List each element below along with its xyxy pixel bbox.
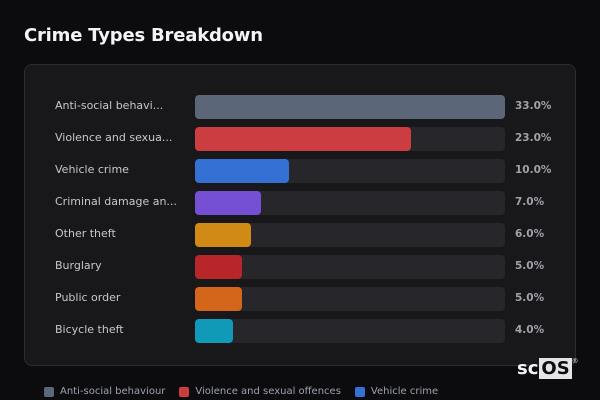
bar-row: Criminal damage an... 7.0% (25, 191, 575, 215)
bar-value: 7.0% (515, 196, 545, 208)
bar-value: 10.0% (515, 164, 552, 176)
bar-label: Burglary (55, 259, 102, 272)
registered-mark-icon: ® (571, 356, 579, 365)
logo-prefix: sc (517, 358, 539, 379)
bar-track (195, 223, 505, 247)
bar-track (195, 255, 505, 279)
bar-row: Vehicle crime 10.0% (25, 159, 575, 183)
bar-track (195, 159, 505, 183)
bar-value: 23.0% (515, 132, 552, 144)
bar-track (195, 191, 505, 215)
legend-item[interactable]: Vehicle crime (354, 386, 439, 397)
chart-card: Anti-social behavi... 33.0% Violence and… (24, 64, 576, 366)
legend-item[interactable]: Anti-social behaviour (44, 386, 165, 397)
bar-fill[interactable] (195, 191, 261, 215)
bar-label: Vehicle crime (55, 163, 129, 176)
bar-fill[interactable] (195, 223, 252, 247)
bar-fill[interactable] (195, 319, 233, 343)
bar-value: 5.0% (515, 292, 545, 304)
bar-fill[interactable] (195, 287, 242, 311)
bar-row: Other theft 6.0% (25, 223, 575, 247)
bar-label: Other theft (55, 227, 116, 240)
watermark-logo: sc OS ® (517, 356, 579, 379)
bar-fill[interactable] (195, 95, 505, 119)
legend-item[interactable]: Violence and sexual offences (179, 386, 341, 397)
bar-fill[interactable] (195, 127, 412, 151)
bar-row: Public order 5.0% (25, 287, 575, 311)
bar-row: Violence and sexua... 23.0% (25, 127, 575, 151)
bar-value: 4.0% (515, 324, 545, 336)
bar-track (195, 95, 505, 119)
legend-label: Vehicle crime (370, 386, 439, 397)
bar-label: Public order (55, 291, 121, 304)
bar-value: 5.0% (515, 260, 545, 272)
legend-swatch (44, 386, 54, 397)
bar-track (195, 319, 505, 343)
bar-row: Burglary 5.0% (25, 255, 575, 279)
bar-label: Violence and sexua... (55, 131, 173, 144)
legend-label: Anti-social behaviour (60, 386, 166, 397)
chart-legend: Anti-social behaviour Violence and sexua… (44, 386, 438, 397)
bar-track (195, 287, 505, 311)
bar-value: 6.0% (515, 228, 545, 240)
bar-row: Bicycle theft 4.0% (25, 319, 575, 343)
legend-swatch (354, 386, 365, 397)
bar-fill[interactable] (195, 255, 242, 279)
bar-value: 33.0% (515, 100, 552, 112)
logo-boxed: OS (539, 358, 572, 379)
bar-fill[interactable] (195, 159, 289, 183)
bar-label: Bicycle theft (55, 323, 124, 336)
legend-label: Violence and sexual offences (195, 386, 341, 397)
bar-label: Criminal damage an... (55, 195, 177, 208)
legend-swatch (179, 386, 190, 397)
bar-track (195, 127, 505, 151)
bar-row: Anti-social behavi... 33.0% (25, 95, 575, 119)
bar-label: Anti-social behavi... (55, 99, 164, 112)
page-title: Crime Types Breakdown (24, 25, 263, 46)
